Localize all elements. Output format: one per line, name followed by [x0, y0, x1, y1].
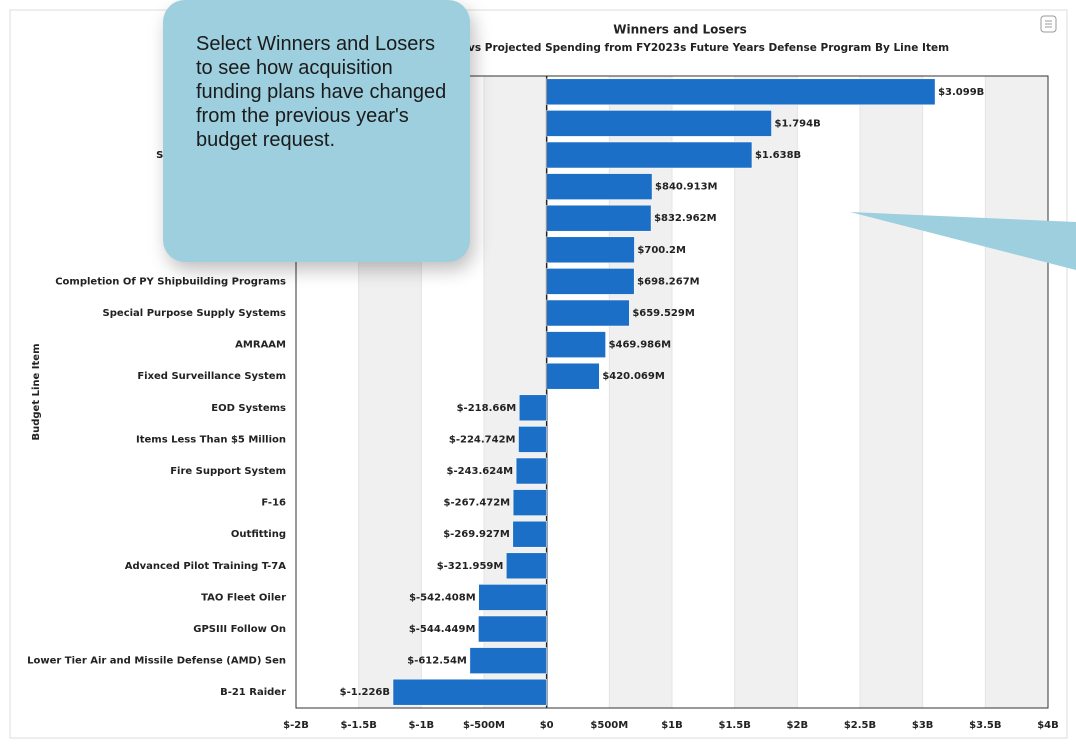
y-tick-label: TAO Fleet Oiler	[201, 592, 286, 603]
value-label: $659.529M	[632, 308, 695, 319]
y-tick-label: Completion Of PY Shipbuilding Programs	[55, 276, 286, 287]
value-label: $-224.742M	[449, 434, 516, 445]
x-tick-label: $1.5B	[719, 720, 751, 731]
value-label: $-218.66M	[457, 403, 517, 414]
bar	[512, 520, 547, 548]
bar	[546, 204, 652, 232]
y-tick-label: Special Purpose Supply Systems	[103, 308, 287, 319]
menu-icon	[1045, 20, 1052, 28]
bar	[546, 78, 936, 106]
y-tick-label: B-21 Raider	[220, 687, 286, 698]
bar	[546, 331, 606, 358]
value-label: $-542.408M	[409, 592, 476, 603]
value-label: $-243.624M	[447, 466, 514, 477]
grid-band	[860, 76, 923, 708]
value-label: $-544.449M	[409, 624, 476, 635]
bar	[392, 678, 547, 706]
value-label: $832.962M	[654, 213, 717, 224]
y-tick-label: Items Less Than $5 Million	[136, 434, 286, 445]
bar	[546, 299, 630, 327]
value-label: $-1.226B	[340, 687, 390, 698]
chart-subtitle: vs Projected Spending from FY2023s Futur…	[468, 42, 949, 54]
y-axis-label: Budget Line Item	[31, 344, 42, 441]
y-tick-label: Fire Support System	[170, 466, 286, 477]
grid-band	[609, 76, 672, 708]
x-tick-label: $2.5B	[844, 720, 876, 731]
x-tick-label: $3.5B	[969, 720, 1001, 731]
value-label: $840.913M	[655, 182, 718, 193]
value-label: $698.267M	[637, 276, 700, 287]
bar	[506, 552, 547, 580]
value-label: $700.2M	[637, 245, 686, 256]
value-label: $1.794B	[775, 118, 821, 129]
y-tick-label: AMRAAM	[235, 340, 286, 351]
value-label: $-269.927M	[443, 529, 510, 540]
bar	[518, 426, 547, 453]
x-tick-label: $2B	[787, 720, 809, 731]
y-tick-label: Lower Tier Air and Missile Defense (AMD)…	[27, 656, 286, 667]
y-tick-label: Outfitting	[231, 529, 286, 540]
value-label: $1.638B	[755, 150, 801, 161]
bar	[546, 268, 635, 295]
chart-title: Winners and Losers	[613, 23, 746, 37]
value-label: $420.069M	[602, 371, 665, 382]
x-tick-label: $4B	[1037, 720, 1059, 731]
x-tick-label: $-2B	[283, 720, 309, 731]
grid-band	[484, 76, 547, 708]
bar	[515, 457, 547, 485]
bar	[478, 584, 547, 611]
bar	[546, 110, 772, 137]
value-label: $-321.959M	[437, 561, 504, 572]
value-label: $469.986M	[609, 340, 672, 351]
bar	[512, 489, 547, 516]
bar	[546, 173, 653, 200]
grid-band	[734, 76, 798, 708]
callout: Select Winners and Losers to see how acq…	[163, 0, 470, 262]
grid-band	[985, 76, 1048, 708]
bar	[546, 141, 753, 169]
x-tick-label: $1B	[661, 720, 683, 731]
x-tick-label: $0	[540, 720, 554, 731]
x-tick-label: $-1B	[408, 720, 434, 731]
bar	[519, 394, 547, 422]
x-tick-label: $3B	[912, 720, 934, 731]
y-tick-label: GPSIII Follow On	[193, 624, 286, 635]
x-tick-label: $-1.5B	[340, 720, 376, 731]
y-tick-label: EOD Systems	[211, 403, 286, 414]
value-label: $3.099B	[938, 87, 984, 98]
bar	[478, 615, 547, 643]
value-label: $-612.54M	[407, 656, 467, 667]
x-tick-label: $500M	[590, 720, 628, 731]
bar	[469, 647, 547, 674]
bar	[546, 236, 635, 264]
bar	[546, 362, 600, 390]
y-tick-label: F-16	[261, 498, 286, 509]
x-tick-label: $-500M	[463, 720, 505, 731]
y-tick-label: Fixed Surveillance System	[137, 371, 286, 382]
y-tick-label: Advanced Pilot Training T-7A	[125, 561, 287, 572]
plot-border	[295, 75, 1049, 709]
value-label: $-267.472M	[444, 498, 511, 509]
